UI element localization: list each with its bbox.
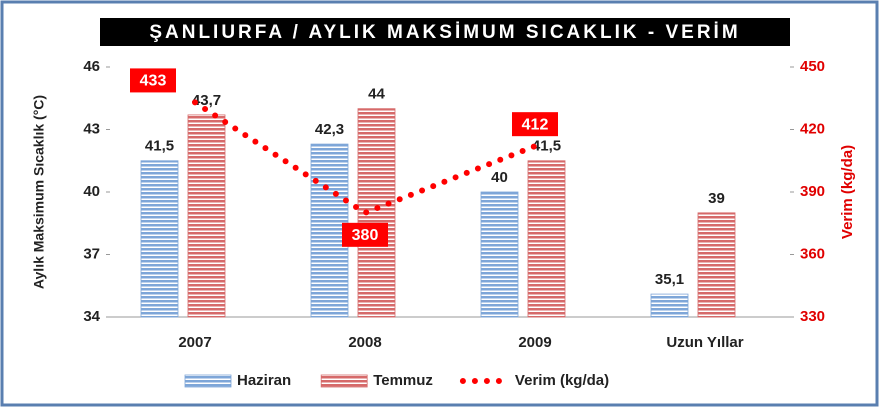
y2-axis-label: Verim (kg/da) [839, 145, 856, 239]
y-tick-label: 46 [83, 58, 100, 75]
data-label: 41,5 [532, 138, 561, 155]
data-label: 39 [708, 190, 725, 207]
y-tick-label: 34 [83, 308, 100, 325]
data-label: 35,1 [655, 271, 684, 288]
bar [140, 160, 179, 318]
legend-label: Haziran [237, 372, 291, 389]
bar [697, 212, 736, 318]
y-tick-label: 43 [83, 120, 100, 137]
data-label: 412 [522, 116, 549, 133]
legend-label: Verim (kg/da) [515, 372, 609, 389]
y2-tick-label: 360 [800, 245, 825, 262]
line [192, 99, 538, 217]
y2-tick-label: 450 [800, 58, 825, 75]
y-axis-label: Aylık Maksimum Sıcaklık (°C) [31, 95, 47, 289]
data-label-box [512, 112, 558, 137]
data-label: 43,7 [192, 92, 221, 109]
legend-swatch [320, 374, 368, 388]
legend-swatch [184, 374, 232, 388]
data-label-box [130, 68, 176, 93]
data-label-box [342, 222, 388, 247]
bar [480, 191, 519, 318]
x-tick-label: Uzun Yıllar [666, 334, 743, 351]
chart-title: ŞANLIURFA / AYLIK MAKSİMUM SICAKLIK - VE… [149, 22, 740, 43]
data-label: 41,5 [145, 138, 174, 155]
y-tick-label: 40 [83, 183, 100, 200]
legend-label: Temmuz [373, 372, 433, 389]
y2-tick-label: 330 [800, 308, 825, 325]
bar [650, 293, 689, 318]
data-label: 40 [491, 169, 508, 186]
y-tick-label: 37 [83, 245, 100, 262]
bar [187, 114, 226, 318]
x-tick-label: 2007 [178, 334, 211, 351]
bar [527, 160, 566, 318]
data-label: 44 [368, 86, 385, 103]
x-tick-label: 2009 [518, 334, 551, 351]
data-label: 380 [352, 227, 379, 244]
y2-tick-label: 390 [800, 183, 825, 200]
x-tick-label: 2008 [348, 334, 381, 351]
data-label: 42,3 [315, 121, 344, 138]
y2-tick-label: 420 [800, 120, 825, 137]
title-box [100, 18, 790, 46]
data-label: 433 [140, 73, 167, 90]
